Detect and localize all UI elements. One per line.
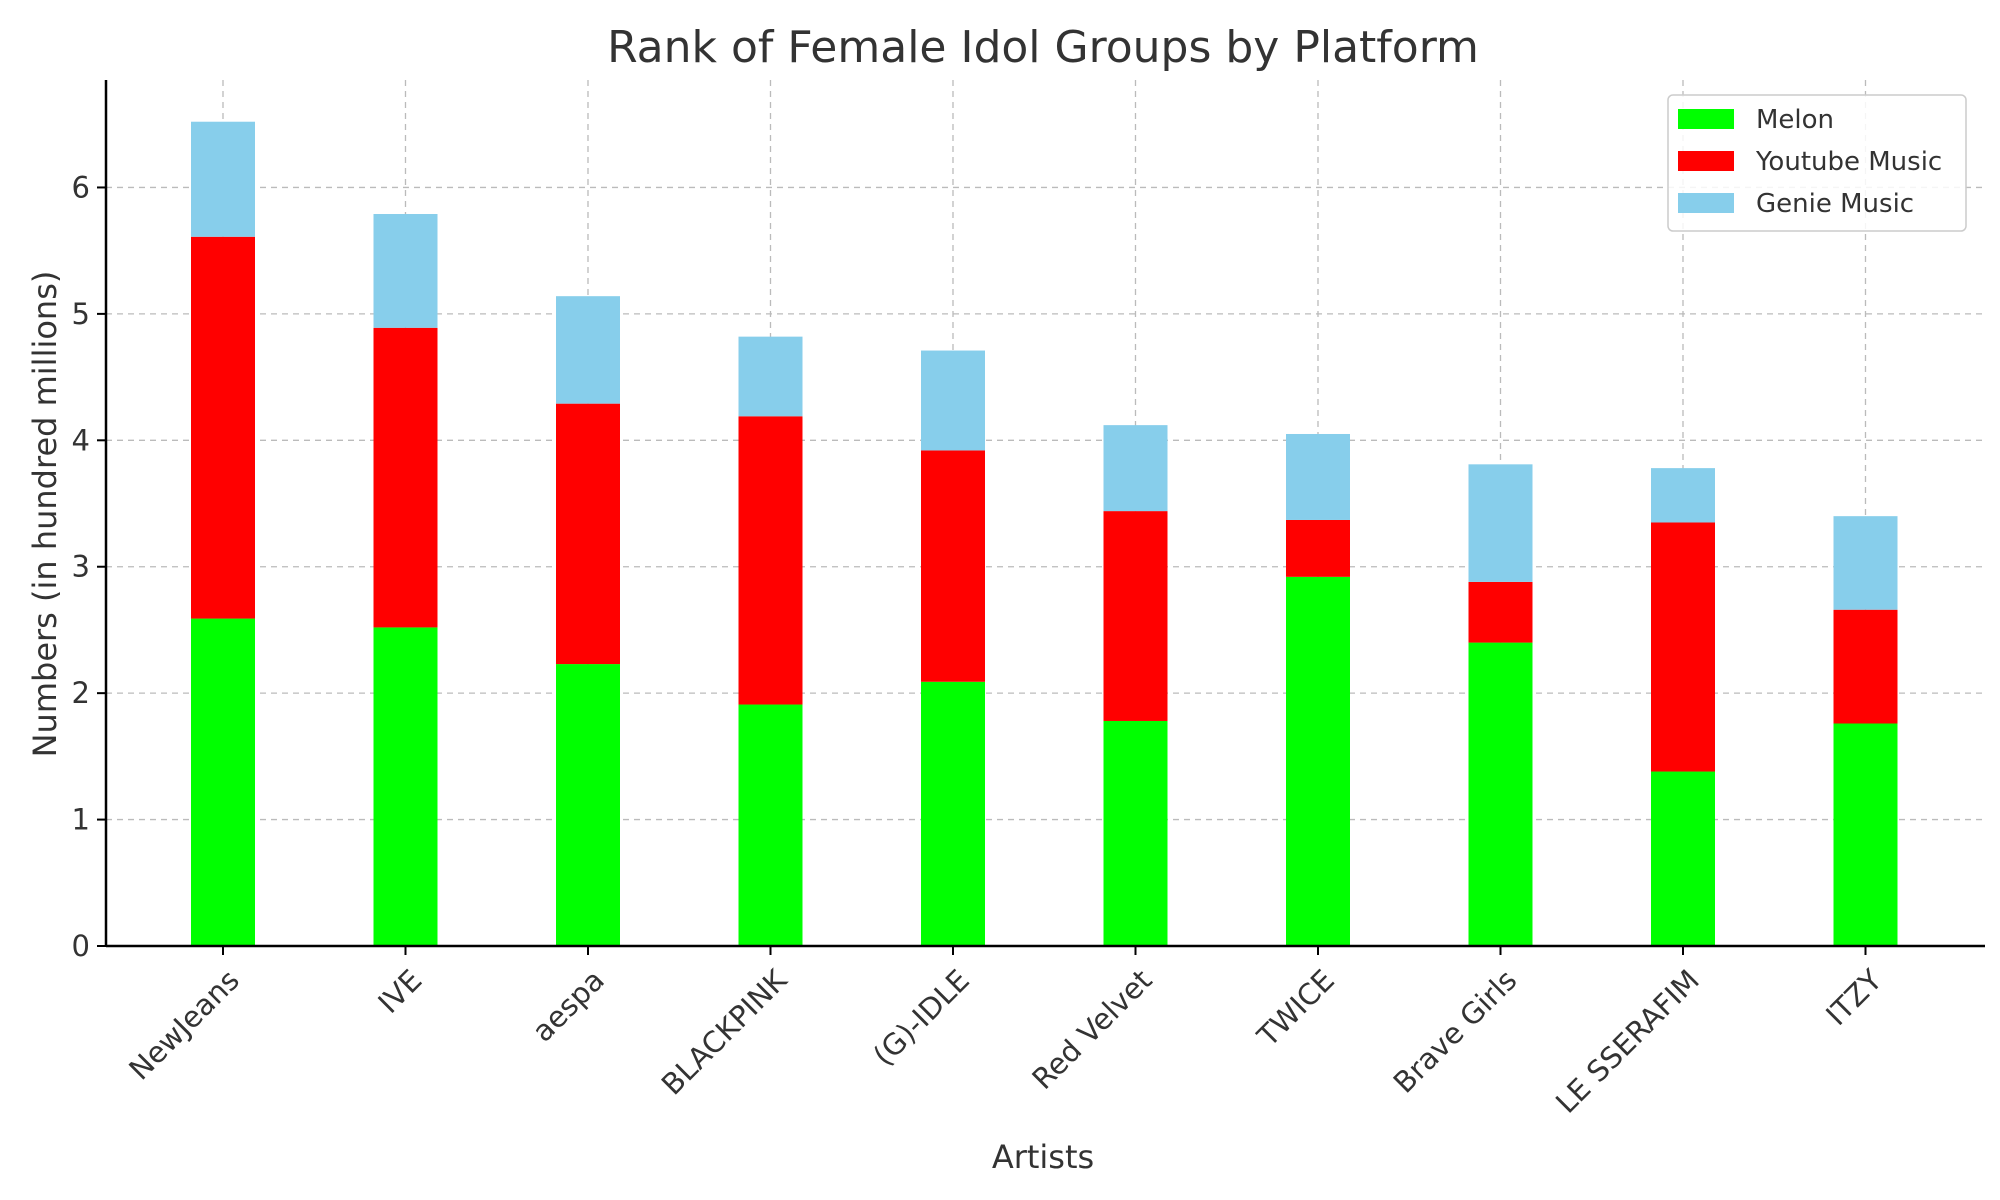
bar-melon-7 <box>1468 642 1533 946</box>
legend-label-melon: Melon <box>1756 105 1834 135</box>
x-tick-label: TWICE <box>1250 963 1341 1054</box>
bar-youtube-music-7 <box>1468 581 1533 643</box>
bar-melon-6 <box>1286 576 1350 946</box>
chart-title: Rank of Female Idol Groups by Platform <box>607 22 1479 73</box>
x-tick-label: LE SSERAFIM <box>1549 963 1706 1120</box>
bar-youtube-music-3 <box>738 416 803 705</box>
bar-genie-music-2 <box>556 296 620 404</box>
y-axis-label: Numbers (in hundred millions) <box>26 271 64 758</box>
bar-youtube-music-8 <box>1651 522 1715 772</box>
bar-melon-1 <box>373 627 438 946</box>
bar-genie-music-1 <box>373 214 438 328</box>
x-tick-label: NewJeans <box>122 963 246 1087</box>
legend-label-youtube-music: Youtube Music <box>1755 147 1942 177</box>
x-axis-label: Artists <box>992 1138 1094 1176</box>
bar-melon-2 <box>556 664 620 946</box>
x-tick-label: BLACKPINK <box>655 962 794 1101</box>
x-tick-label: ITZY <box>1819 963 1888 1032</box>
bar-genie-music-7 <box>1468 464 1533 582</box>
bars <box>191 121 1898 946</box>
bar-youtube-music-6 <box>1286 519 1350 577</box>
legend-swatch-genie-music <box>1678 193 1734 213</box>
bar-genie-music-5 <box>1103 425 1168 512</box>
x-tick-label: (G)-IDLE <box>866 963 976 1073</box>
bar-youtube-music-0 <box>191 236 255 619</box>
y-tick-label: 2 <box>72 676 90 710</box>
bar-genie-music-9 <box>1833 516 1898 610</box>
bar-melon-5 <box>1103 720 1168 946</box>
bar-youtube-music-2 <box>556 403 620 665</box>
bar-genie-music-0 <box>191 121 255 237</box>
x-tick-label: Red Velvet <box>1025 963 1158 1096</box>
bar-genie-music-3 <box>738 336 803 417</box>
legend-frame <box>1667 94 1967 232</box>
bar-youtube-music-1 <box>373 327 438 628</box>
bar-melon-0 <box>191 618 255 946</box>
legend-label-genie-music: Genie Music <box>1756 189 1914 219</box>
y-axis-ticks: 0 1 2 3 4 5 6 <box>72 170 106 963</box>
x-tick-label: aespa <box>525 963 610 1048</box>
x-tick-label: IVE <box>371 963 428 1020</box>
bar-melon-3 <box>738 704 803 946</box>
bar-genie-music-4 <box>921 350 985 451</box>
y-tick-label: 0 <box>72 929 90 963</box>
y-tick-label: 4 <box>72 423 90 457</box>
legend-swatch-melon <box>1678 109 1734 129</box>
bar-youtube-music-9 <box>1833 609 1898 724</box>
legend: Melon Youtube Music Genie Music <box>1667 94 1967 232</box>
y-tick-label: 1 <box>72 803 90 837</box>
bar-melon-8 <box>1651 771 1715 946</box>
bar-youtube-music-4 <box>921 450 985 682</box>
bar-youtube-music-5 <box>1103 511 1168 721</box>
bar-melon-4 <box>921 681 985 946</box>
x-tick-label: Brave Girls <box>1387 963 1524 1100</box>
bar-genie-music-8 <box>1651 468 1715 523</box>
axes <box>104 80 1985 948</box>
x-axis-ticks: NewJeans IVE aespa BLACKPINK (G)-IDLE Red Vel… <box>122 946 1889 1120</box>
bar-melon-9 <box>1833 723 1898 946</box>
bar-genie-music-6 <box>1286 433 1350 520</box>
legend-swatch-youtube-music <box>1678 151 1734 171</box>
y-tick-label: 5 <box>72 297 90 331</box>
y-tick-label: 6 <box>72 170 90 204</box>
y-tick-label: 3 <box>72 550 90 584</box>
